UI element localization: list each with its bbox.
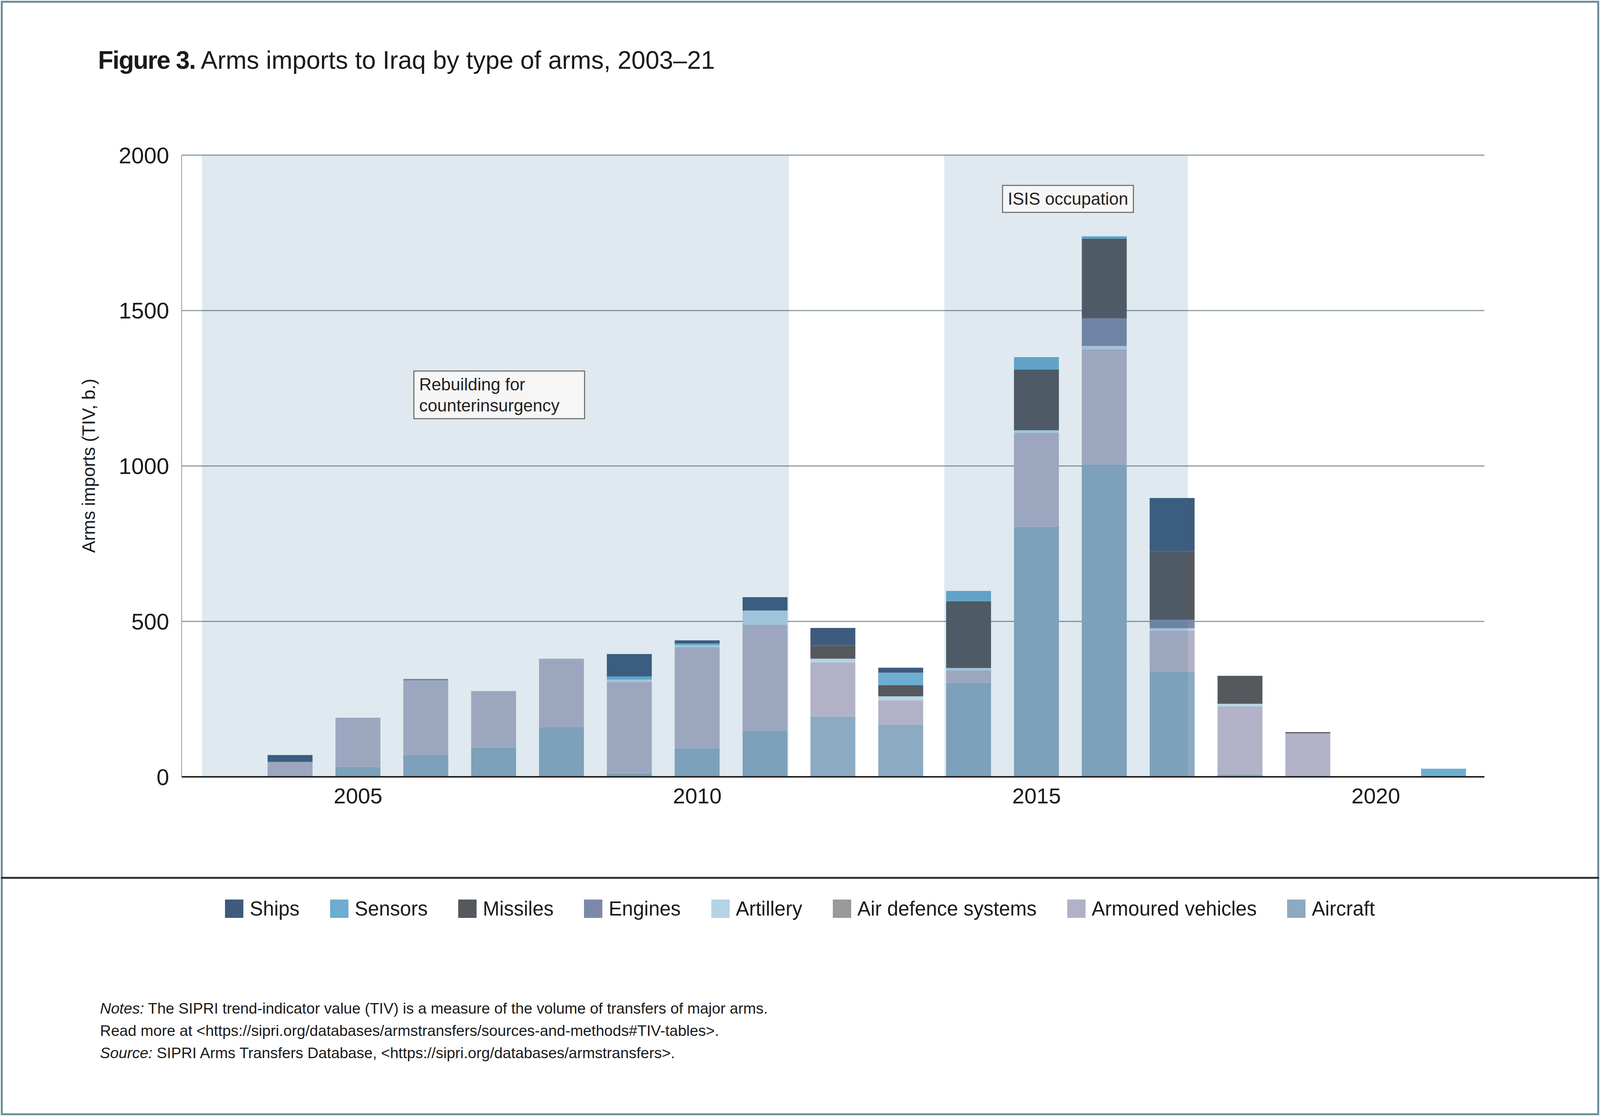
- svg-text:2005: 2005: [333, 783, 383, 808]
- html-text:Missiles: Missiles: [482, 897, 554, 920]
- svg-text:2000: 2000: [118, 142, 170, 168]
- svg-text:2010: 2010: [673, 783, 722, 808]
- svg-text:2015: 2015: [1012, 783, 1061, 808]
- html-text:Ships: Ships: [249, 897, 300, 920]
- html-text:Arms imports (TIV, b.): Arms imports (TIV, b.): [78, 378, 99, 553]
- html-text:ISIS occupation: ISIS occupation: [1007, 189, 1129, 209]
- html-text:Aircraft: Aircraft: [1311, 897, 1375, 920]
- html-text:Source: SIPRI Arms Transfers D: Source: SIPRI Arms Transfers Database, <…: [100, 1044, 675, 1061]
- html-text:Rebuilding for counterinsurgen: Rebuilding for counterinsurgency: [419, 374, 560, 415]
- html-text:Figure 3. Arms imports to Iraq: Figure 3. Arms imports to Iraq by type o…: [98, 46, 715, 75]
- svg-text:1000: 1000: [118, 453, 170, 479]
- html-text:Notes: The SIPRI trend-indicat: Notes: The SIPRI trend-indicator value (…: [100, 999, 768, 1017]
- html-text:Read more at <https://sipri.or: Read more at <https://sipri.org/database…: [100, 1021, 719, 1039]
- svg-text:2020: 2020: [1351, 783, 1401, 808]
- svg-text:1500: 1500: [118, 297, 170, 324]
- svg-text:0: 0: [156, 764, 170, 790]
- html-text:Armoured vehicles: Armoured vehicles: [1091, 897, 1257, 920]
- html-text:Artillery: Artillery: [735, 897, 803, 920]
- html-text:Air defence systems: Air defence systems: [857, 897, 1037, 920]
- html-text:Sensors: Sensors: [354, 897, 428, 920]
- html-text:Engines: Engines: [608, 897, 681, 920]
- svg-text:500: 500: [131, 608, 170, 634]
